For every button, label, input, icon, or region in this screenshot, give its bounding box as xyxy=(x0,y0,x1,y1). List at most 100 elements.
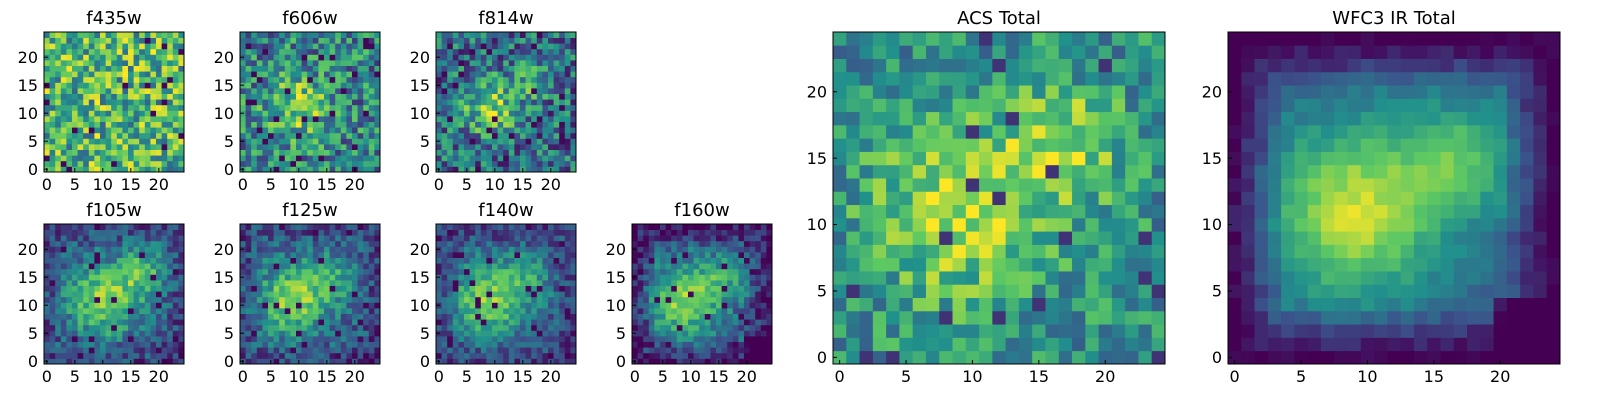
heatmap-cell xyxy=(240,127,246,134)
heatmap-cell xyxy=(116,330,123,337)
heatmap-cell xyxy=(480,296,487,303)
heatmap-cell xyxy=(514,32,521,38)
heatmap-cell xyxy=(144,93,151,100)
heatmap-cell xyxy=(721,291,728,298)
heatmap-cell xyxy=(525,268,532,275)
heatmap-cell xyxy=(94,65,101,72)
heatmap-cell xyxy=(525,99,532,106)
heatmap-cell xyxy=(340,263,347,270)
heatmap-cell xyxy=(329,330,336,337)
heatmap-cell xyxy=(66,319,73,326)
heatmap-cell xyxy=(318,229,325,236)
heatmap-cell xyxy=(912,191,927,206)
heatmap-cell xyxy=(536,82,543,89)
heatmap-cell xyxy=(899,337,914,352)
heatmap-cell xyxy=(133,99,140,106)
heatmap-cell xyxy=(469,132,476,139)
heatmap-cell xyxy=(744,280,750,286)
heatmap-cell xyxy=(704,308,711,314)
heatmap-cell xyxy=(144,308,151,314)
heatmap-cell xyxy=(329,71,336,78)
heatmap-cell xyxy=(284,229,291,236)
heatmap-cell xyxy=(111,138,118,145)
heatmap-cell xyxy=(648,235,655,242)
heatmap-cell xyxy=(525,336,532,342)
heatmap-cell xyxy=(979,310,993,325)
heatmap-cell xyxy=(374,138,381,145)
heatmap-cell xyxy=(542,138,549,145)
heatmap-cell xyxy=(648,358,655,365)
heatmap-cell xyxy=(738,319,745,326)
heatmap-cell xyxy=(357,166,364,173)
heatmap-cell xyxy=(710,319,717,326)
heatmap-cell xyxy=(268,302,274,309)
heatmap-cell xyxy=(436,144,442,150)
heatmap-cell xyxy=(464,160,470,167)
x-tick-label: 0 xyxy=(238,175,248,194)
heatmap-cell xyxy=(480,319,487,326)
heatmap-cell xyxy=(262,336,269,342)
heatmap-cell xyxy=(475,341,482,348)
heatmap-cell xyxy=(1032,284,1046,298)
heatmap-cell xyxy=(133,127,140,134)
heatmap-cell xyxy=(279,110,286,117)
heatmap-cell xyxy=(60,257,67,264)
heatmap-cell xyxy=(105,224,112,230)
heatmap-cell xyxy=(72,324,78,331)
heatmap-cell xyxy=(139,274,146,281)
heatmap-cell xyxy=(128,54,134,61)
heatmap-cell xyxy=(105,155,112,162)
heatmap-cell xyxy=(1085,151,1099,166)
heatmap-cell xyxy=(486,263,493,270)
heatmap-cell xyxy=(531,43,538,50)
heatmap-cell xyxy=(251,99,258,106)
heatmap-cell xyxy=(497,235,504,242)
heatmap-cell xyxy=(340,54,347,61)
heatmap-cell xyxy=(111,235,118,242)
heatmap-cell xyxy=(548,330,554,337)
heatmap-cell xyxy=(447,352,454,359)
heatmap-cell xyxy=(296,324,302,331)
heatmap-cell xyxy=(94,341,101,348)
heatmap-cell xyxy=(44,43,50,50)
heatmap-cell xyxy=(570,138,577,145)
heatmap-cell xyxy=(514,144,521,150)
heatmap-cell xyxy=(452,302,459,309)
heatmap-cell xyxy=(699,308,706,314)
heatmap-cell xyxy=(72,88,78,94)
heatmap-cell xyxy=(66,229,73,236)
heatmap-cell xyxy=(374,99,381,106)
heatmap-cell xyxy=(335,296,342,303)
heatmap-cell xyxy=(480,127,487,134)
heatmap-cell xyxy=(525,32,532,38)
heatmap-cell xyxy=(290,149,297,156)
heatmap-cell xyxy=(766,257,773,264)
heatmap-cell xyxy=(363,116,370,122)
heatmap-cell xyxy=(72,302,78,309)
heatmap-cell xyxy=(508,235,515,242)
heatmap-cell xyxy=(290,246,297,253)
heatmap-cell xyxy=(469,285,476,292)
heatmap-cell xyxy=(721,313,728,320)
heatmap-cell xyxy=(318,60,325,66)
y-tick-label: 20 xyxy=(214,240,234,259)
heatmap-cell xyxy=(480,280,487,286)
heatmap-cell xyxy=(374,274,381,281)
heatmap-cell xyxy=(60,76,67,83)
heatmap-cell xyxy=(665,324,672,331)
heatmap-cell xyxy=(1005,271,1020,285)
heatmap-cell xyxy=(965,284,980,298)
heatmap-cell xyxy=(290,274,297,281)
heatmap-cell xyxy=(346,308,353,314)
heatmap-cell xyxy=(676,263,683,270)
heatmap-cell xyxy=(122,308,129,314)
heatmap-cell xyxy=(965,297,980,312)
heatmap-cell xyxy=(290,291,297,298)
y-tick-label: 10 xyxy=(214,104,234,123)
heatmap-cell xyxy=(710,235,717,242)
heatmap-cell xyxy=(178,32,185,38)
heatmap-cell xyxy=(144,60,151,66)
heatmap-cell xyxy=(542,166,549,173)
heatmap-cell xyxy=(335,302,342,309)
heatmap-cell xyxy=(284,263,291,270)
